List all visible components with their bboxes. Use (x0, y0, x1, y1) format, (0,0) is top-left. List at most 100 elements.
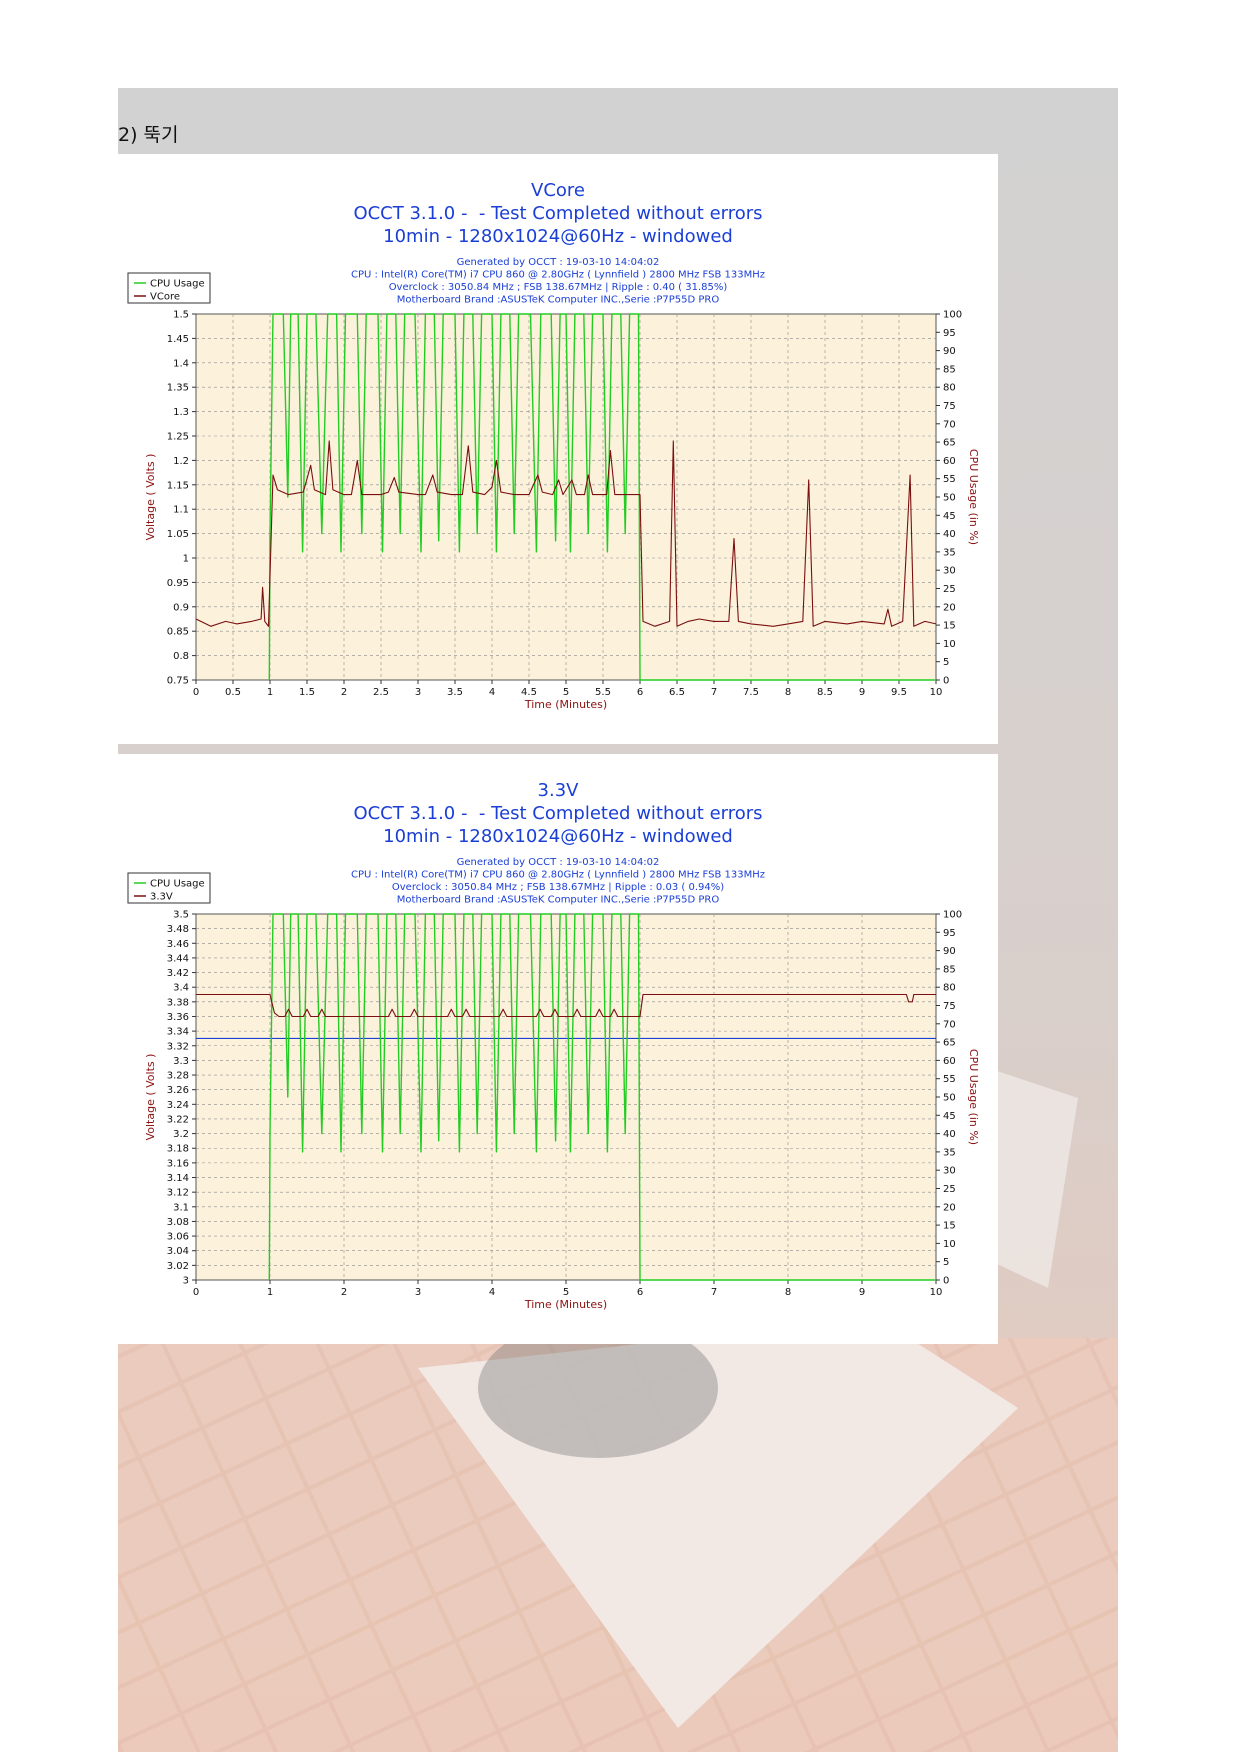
y-tick-label: 1.05 (167, 529, 189, 540)
chart-subtitle-2: 10min - 1280x1024@60Hz - windowed (383, 826, 733, 847)
y2-tick-label: 35 (943, 547, 956, 558)
y2-tick-label: 25 (943, 1184, 956, 1195)
x-tick-label: 8 (785, 687, 791, 698)
x-tick-label: 10 (930, 687, 943, 698)
y-tick-label: 3.18 (167, 1144, 189, 1155)
y2-tick-label: 40 (943, 529, 956, 540)
x-tick-label: 1.5 (299, 687, 315, 698)
y2-axis-label: CPU Usage (in %) (967, 449, 980, 545)
x-tick-label: 4 (489, 1287, 495, 1298)
series-line-cpu-usage (268, 313, 936, 681)
legend-label: VCore (150, 292, 180, 303)
y2-tick-label: 30 (943, 1166, 956, 1177)
chart-info-line: Overclock : 3050.84 MHz ; FSB 138.67MHz … (389, 282, 728, 293)
y-tick-label: 0.9 (173, 602, 189, 613)
y-tick-label: 3.46 (167, 939, 189, 950)
gridlines (196, 914, 936, 1280)
chart-subtitle-2: 10min - 1280x1024@60Hz - windowed (383, 226, 733, 247)
y-tick-label: 3.34 (167, 1027, 189, 1038)
y-tick-label: 1.1 (173, 505, 189, 516)
chart-info-line: Generated by OCCT : 19-03-10 14:04:02 (457, 857, 660, 868)
y-tick-label: 3.5 (173, 910, 189, 921)
x-axis-label: Time (Minutes) (524, 1298, 607, 1311)
x-tick-label: 7 (711, 1287, 717, 1298)
x-tick-label: 0.5 (225, 687, 241, 698)
x-tick-label: 3.5 (447, 687, 463, 698)
y2-axis-label: CPU Usage (in %) (967, 1049, 980, 1145)
x-tick-label: 5.5 (595, 687, 611, 698)
axis-ticks: 0 1 2 3 4 5 6 7 8 9 1033.023.043.063.083.13.123.14… (167, 910, 962, 1299)
y-tick-label: 3.22 (167, 1114, 189, 1125)
y2-tick-label: 80 (943, 383, 956, 394)
x-tick-label: 7.5 (743, 687, 759, 698)
y2-tick-label: 65 (943, 438, 956, 449)
y-tick-label: 1.45 (167, 334, 189, 345)
legend-box (127, 872, 211, 904)
y-tick-label: 0.95 (167, 578, 189, 589)
vcore-chart-panel: VCore OCCT 3.1.0 - - Test Completed witho… (118, 154, 998, 744)
x-tick-label: 9 (859, 1287, 865, 1298)
y2-tick-label: 65 (943, 1038, 956, 1049)
x-tick-label: 4.5 (521, 687, 537, 698)
y2-tick-label: 0 (943, 1276, 949, 1287)
x-tick-label: 10 (930, 1287, 943, 1298)
y-tick-label: 3.44 (167, 953, 189, 964)
y-tick-label: 3.42 (167, 968, 189, 979)
x-tick-label: 7 (711, 687, 717, 698)
y2-tick-label: 5 (943, 657, 949, 668)
chart-info-line: CPU : Intel(R) Core(TM) i7 CPU 860 @ 2.8… (351, 870, 765, 881)
y-tick-label: 3.26 (167, 1085, 189, 1096)
y-tick-label: 3.02 (167, 1261, 189, 1272)
y-tick-label: 1.4 (173, 358, 189, 369)
x-tick-label: 2.5 (373, 687, 389, 698)
x-tick-label: 6 (637, 1287, 643, 1298)
y-tick-label: 1.15 (167, 480, 189, 491)
x-tick-label: 8.5 (817, 687, 833, 698)
series-line-vcore (195, 440, 937, 627)
y-axis-label: Voltage ( Volts ) (144, 454, 157, 541)
y-tick-label: 1.35 (167, 383, 189, 394)
x-tick-label: 3 (415, 687, 421, 698)
axis-ticks: 0 0.5 1 1.5 2 2.5 3 3.5 4 4.5 5 5.5 6 6.5 7 7.5 8 8.5 9 9.5… (167, 310, 962, 699)
legend-box (127, 272, 211, 304)
chart-info-line: CPU : Intel(R) Core(TM) i7 CPU 860 @ 2.8… (351, 270, 765, 281)
y2-tick-label: 45 (943, 511, 956, 522)
legend-label: CPU Usage (150, 879, 205, 890)
y2-tick-label: 15 (943, 621, 956, 632)
y-tick-label: 3.3 (173, 1056, 189, 1067)
y2-tick-label: 5 (943, 1257, 949, 1268)
x-tick-label: 2 (341, 687, 347, 698)
x-tick-label: 9.5 (891, 687, 907, 698)
chart-info-line: Motherboard Brand :ASUSTeK Computer INC.… (397, 295, 720, 306)
x-tick-label: 4 (489, 687, 495, 698)
chart-info-line: Motherboard Brand :ASUSTeK Computer INC.… (397, 895, 720, 906)
y-tick-label: 3.48 (167, 924, 189, 935)
y-tick-label: 0.75 (167, 676, 189, 687)
y-tick-label: 3.2 (173, 1129, 189, 1140)
y2-tick-label: 55 (943, 474, 956, 485)
y-tick-label: 1.5 (173, 310, 189, 321)
x-tick-label: 0 (193, 687, 199, 698)
y2-tick-label: 30 (943, 566, 956, 577)
y-tick-label: 1.25 (167, 432, 189, 443)
chart-legend: CPU Usage VCore (127, 272, 211, 304)
x-tick-label: 5 (563, 687, 569, 698)
y-tick-label: 3 (183, 1276, 189, 1287)
y-tick-label: 1 (183, 554, 189, 565)
y-tick-label: 0.85 (167, 627, 189, 638)
y2-tick-label: 10 (943, 639, 956, 650)
y2-tick-label: 35 (943, 1147, 956, 1158)
x-tick-label: 2 (341, 1287, 347, 1298)
chart-info-line: Generated by OCCT : 19-03-10 14:04:02 (457, 257, 660, 268)
y-tick-label: 3.32 (167, 1041, 189, 1052)
y2-tick-label: 60 (943, 1056, 956, 1067)
x-tick-label: 8 (785, 1287, 791, 1298)
y2-tick-label: 20 (943, 602, 956, 613)
y2-tick-label: 0 (943, 676, 949, 687)
y2-tick-label: 95 (943, 328, 956, 339)
y-tick-label: 3.4 (173, 983, 189, 994)
y2-tick-label: 90 (943, 346, 956, 357)
x-tick-label: 6.5 (669, 687, 685, 698)
chart-subtitle: OCCT 3.1.0 - - Test Completed without er… (353, 803, 762, 824)
y2-tick-label: 100 (943, 310, 962, 321)
